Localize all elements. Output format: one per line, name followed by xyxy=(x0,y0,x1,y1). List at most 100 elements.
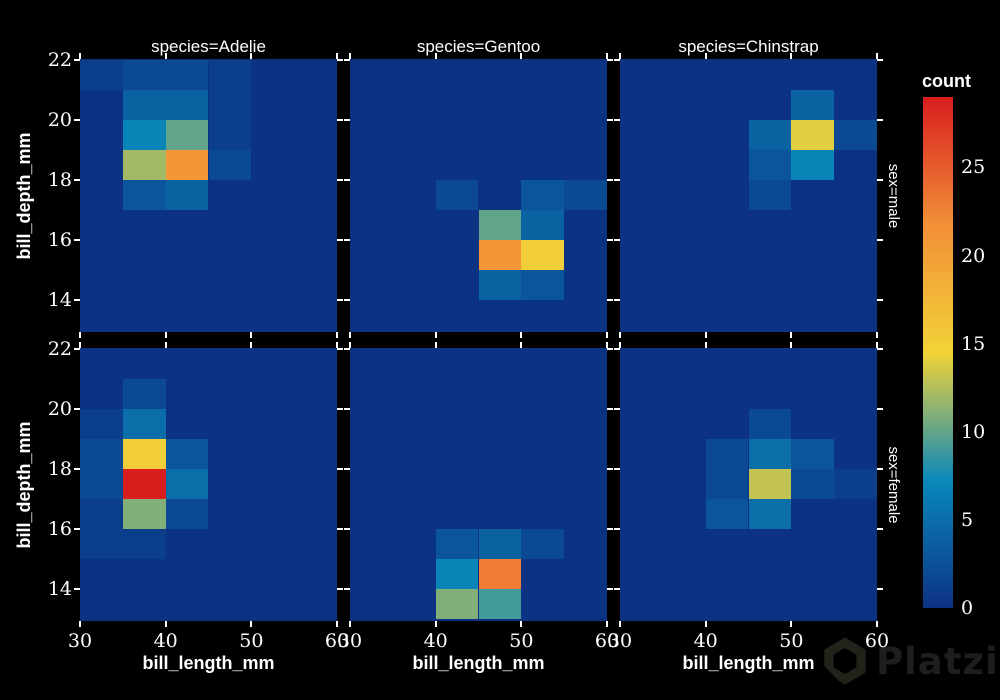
x-axis-tickmark xyxy=(349,53,351,59)
heatmap-cell[interactable] xyxy=(122,119,166,150)
heatmap-cell[interactable] xyxy=(478,239,522,270)
heatmap-cell[interactable] xyxy=(80,498,123,529)
x-axis-tickmark xyxy=(790,53,793,59)
heatmap-cell[interactable] xyxy=(122,408,166,439)
heatmap-panel-chinstrap-male[interactable] xyxy=(620,59,877,332)
heatmap-cell[interactable] xyxy=(165,119,209,150)
x-axis-tickmark xyxy=(704,621,707,627)
colorbar-tick-label: 20 xyxy=(961,244,986,267)
heatmap-panel-adelie-female[interactable] xyxy=(80,348,337,621)
y-axis-tickmark xyxy=(337,347,343,350)
colorbar-tick-label: 5 xyxy=(961,508,974,531)
heatmap-cell[interactable] xyxy=(435,558,479,589)
x-axis-tickmark xyxy=(704,342,707,348)
heatmap-cell[interactable] xyxy=(80,408,123,439)
x-axis-tickmark xyxy=(250,342,253,348)
heatmap-cell[interactable] xyxy=(122,468,166,499)
heatmap-cell[interactable] xyxy=(834,119,877,150)
heatmap-cell[interactable] xyxy=(478,209,522,240)
heatmap-cell[interactable] xyxy=(435,588,479,619)
heatmap-cell[interactable] xyxy=(521,209,565,240)
heatmap-panel-adelie-male[interactable] xyxy=(80,59,337,332)
y-axis-tickmark xyxy=(607,527,613,530)
heatmap-cell[interactable] xyxy=(165,179,209,210)
x-axis-tickmark xyxy=(520,342,523,348)
heatmap-cell[interactable] xyxy=(705,498,749,529)
heatmap-cell[interactable] xyxy=(165,468,209,499)
heatmap-cell[interactable] xyxy=(208,89,252,120)
x-axis-tick-label: 60 xyxy=(594,630,620,652)
heatmap-cell[interactable] xyxy=(80,438,123,469)
heatmap-cell[interactable] xyxy=(122,89,166,120)
y-axis-tickmark xyxy=(877,238,883,241)
heatmap-cell[interactable] xyxy=(478,528,522,559)
y-axis-tickmark xyxy=(74,58,80,61)
heatmap-cell[interactable] xyxy=(705,438,749,469)
heatmap-cell[interactable] xyxy=(122,179,166,210)
heatmap-cell[interactable] xyxy=(80,59,123,90)
heatmap-cell[interactable] xyxy=(478,558,522,589)
colorbar-tick-label: 10 xyxy=(961,420,986,443)
y-axis-tick-label: 22 xyxy=(47,48,72,71)
heatmap-cell[interactable] xyxy=(521,269,565,300)
heatmap-cell[interactable] xyxy=(122,438,166,469)
heatmap-cell[interactable] xyxy=(165,59,209,90)
y-axis-tickmark xyxy=(607,178,613,181)
platzi-logo-icon xyxy=(823,637,866,685)
y-axis-tickmark xyxy=(614,467,620,470)
heatmap-cell[interactable] xyxy=(165,89,209,120)
y-axis-tickmark xyxy=(614,527,620,530)
heatmap-cell[interactable] xyxy=(165,438,209,469)
heatmap-panel-gentoo-female[interactable] xyxy=(350,348,607,621)
heatmap-cell[interactable] xyxy=(748,119,792,150)
y-axis-tickmark xyxy=(74,467,80,470)
heatmap-cell[interactable] xyxy=(834,468,877,499)
heatmap-cell[interactable] xyxy=(748,438,792,469)
heatmap-cell[interactable] xyxy=(521,179,565,210)
heatmap-cell[interactable] xyxy=(208,119,252,150)
heatmap-cell[interactable] xyxy=(521,528,565,559)
heatmap-cell[interactable] xyxy=(122,528,166,559)
heatmap-cell[interactable] xyxy=(748,408,792,439)
heatmap-panel-chinstrap-female[interactable] xyxy=(620,348,877,621)
heatmap-cell[interactable] xyxy=(208,149,252,180)
x-axis-tickmark xyxy=(336,621,338,627)
y-axis-tickmark xyxy=(337,527,343,530)
heatmap-cell[interactable] xyxy=(80,468,123,499)
y-axis-tickmark xyxy=(74,298,80,301)
colorbar-gradient[interactable] xyxy=(923,97,953,608)
y-axis-tickmark xyxy=(74,238,80,241)
heatmap-cell[interactable] xyxy=(80,528,123,559)
heatmap-cell[interactable] xyxy=(122,498,166,529)
heatmap-cell[interactable] xyxy=(564,179,607,210)
heatmap-cell[interactable] xyxy=(791,89,835,120)
heatmap-cell[interactable] xyxy=(478,588,522,619)
heatmap-cell[interactable] xyxy=(748,498,792,529)
heatmap-cell[interactable] xyxy=(791,438,835,469)
heatmap-cell[interactable] xyxy=(208,59,252,90)
heatmap-panel-gentoo-male[interactable] xyxy=(350,59,607,332)
heatmap-cell[interactable] xyxy=(435,528,479,559)
heatmap-cell[interactable] xyxy=(165,498,209,529)
heatmap-cell[interactable] xyxy=(791,119,835,150)
y-axis-tickmark xyxy=(614,298,620,301)
heatmap-cell[interactable] xyxy=(748,468,792,499)
y-axis-tickmark xyxy=(337,238,343,241)
heatmap-cell[interactable] xyxy=(705,468,749,499)
heatmap-cell[interactable] xyxy=(791,468,835,499)
x-axis-tickmark xyxy=(79,332,81,338)
heatmap-cell[interactable] xyxy=(748,149,792,180)
heatmap-cell[interactable] xyxy=(748,179,792,210)
y-axis-tickmark xyxy=(614,118,620,121)
heatmap-cell[interactable] xyxy=(435,179,479,210)
heatmap-cell[interactable] xyxy=(478,269,522,300)
x-axis-tickmark xyxy=(79,342,81,348)
heatmap-cell[interactable] xyxy=(521,239,565,270)
heatmap-cell[interactable] xyxy=(122,378,166,409)
y-axis-tickmark xyxy=(607,118,613,121)
y-axis-tickmark xyxy=(344,587,350,590)
heatmap-cell[interactable] xyxy=(122,59,166,90)
heatmap-cell[interactable] xyxy=(791,149,835,180)
heatmap-cell[interactable] xyxy=(165,149,209,180)
heatmap-cell[interactable] xyxy=(122,149,166,180)
